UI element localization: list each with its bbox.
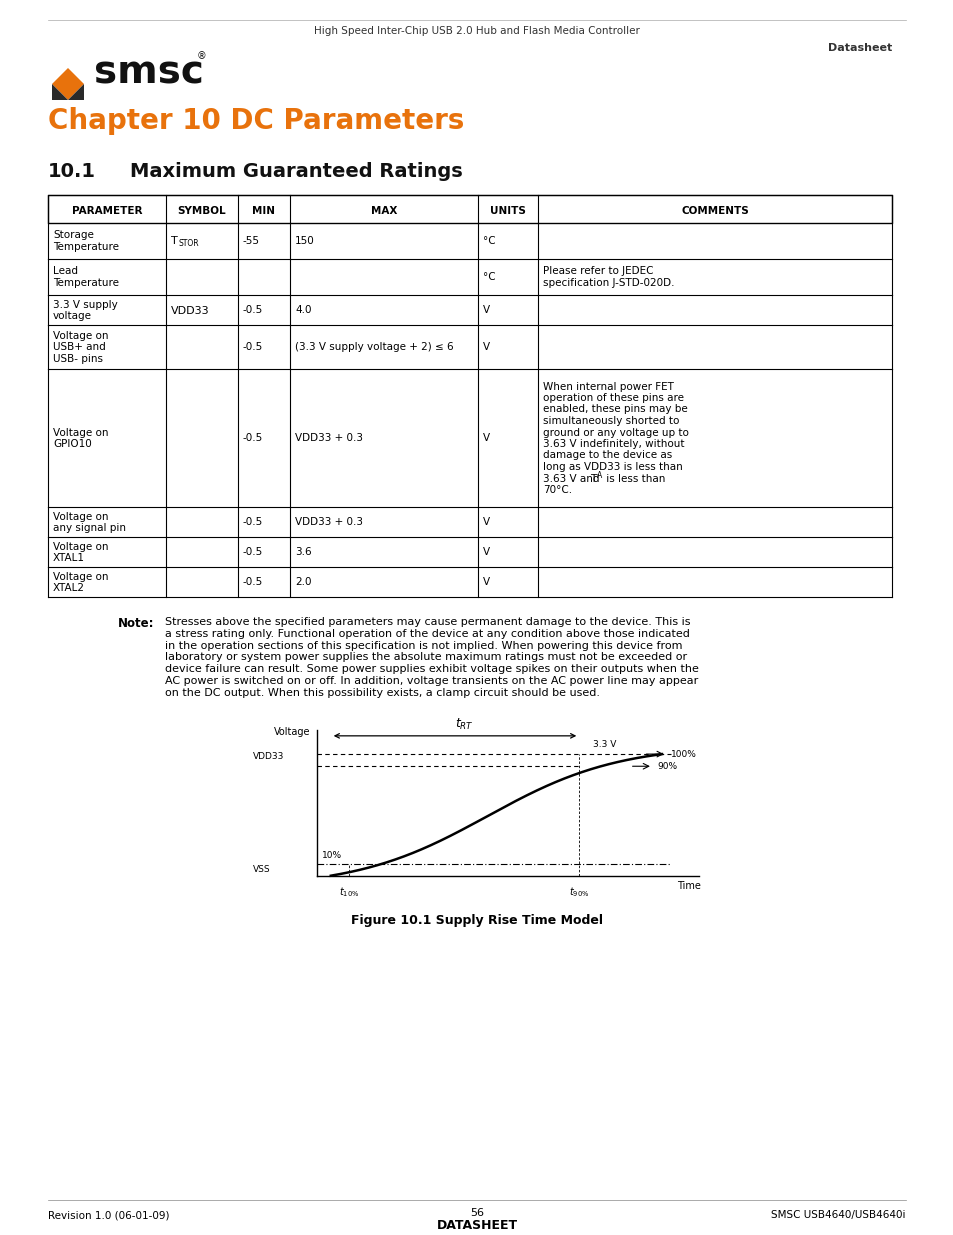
Text: USB- pins: USB- pins <box>53 353 103 364</box>
Text: 3.3 V: 3.3 V <box>593 740 616 750</box>
Text: VDD33: VDD33 <box>171 306 210 316</box>
Text: smsc: smsc <box>94 53 204 91</box>
Text: $t_{RT}$: $t_{RT}$ <box>455 718 473 732</box>
Text: 3.63 V and: 3.63 V and <box>542 473 602 483</box>
Text: 56: 56 <box>470 1208 483 1218</box>
Bar <box>48 195 891 224</box>
Text: Time: Time <box>677 881 700 890</box>
Text: SYMBOL: SYMBOL <box>177 206 226 216</box>
Text: laboratory or system power supplies the absolute maximum ratings must not be exc: laboratory or system power supplies the … <box>165 652 686 662</box>
Text: 4.0: 4.0 <box>294 305 312 315</box>
Text: Storage: Storage <box>53 231 93 241</box>
Text: V: V <box>482 305 490 315</box>
Text: Figure 10.1 Supply Rise Time Model: Figure 10.1 Supply Rise Time Model <box>351 914 602 926</box>
Text: VDD33: VDD33 <box>253 752 284 761</box>
Text: PARAMETER: PARAMETER <box>71 206 142 216</box>
Text: T: T <box>589 473 596 483</box>
Text: GPIO10: GPIO10 <box>53 438 91 450</box>
Text: long as VDD33 is less than: long as VDD33 is less than <box>542 462 682 472</box>
Text: on the DC output. When this possibility exists, a clamp circuit should be used.: on the DC output. When this possibility … <box>165 688 599 698</box>
Text: Voltage: Voltage <box>274 727 310 737</box>
Text: When internal power FET: When internal power FET <box>542 382 673 391</box>
Text: Chapter 10 DC Parameters: Chapter 10 DC Parameters <box>48 107 464 135</box>
Text: VDD33 + 0.3: VDD33 + 0.3 <box>294 517 363 527</box>
Text: Temperature: Temperature <box>53 242 119 252</box>
Text: in the operation sections of this specification is not implied. When powering th: in the operation sections of this specif… <box>165 641 681 651</box>
Text: -0.5: -0.5 <box>243 305 263 315</box>
Text: device failure can result. Some power supplies exhibit voltage spikes on their o: device failure can result. Some power su… <box>165 664 699 674</box>
Text: -0.5: -0.5 <box>243 342 263 352</box>
Text: V: V <box>482 433 490 443</box>
Text: -0.5: -0.5 <box>243 517 263 527</box>
Text: V: V <box>482 342 490 352</box>
Text: 3.63 V indefinitely, without: 3.63 V indefinitely, without <box>542 438 684 450</box>
Text: simultaneously shorted to: simultaneously shorted to <box>542 416 679 426</box>
Polygon shape <box>52 84 68 100</box>
Text: Voltage on: Voltage on <box>53 541 109 552</box>
Text: Voltage on: Voltage on <box>53 572 109 582</box>
Text: Voltage on: Voltage on <box>53 511 109 521</box>
Text: voltage: voltage <box>53 311 91 321</box>
Text: 10.1: 10.1 <box>48 162 96 182</box>
Text: Voltage on: Voltage on <box>53 427 109 437</box>
Text: 70°C.: 70°C. <box>542 485 572 495</box>
Text: 2.0: 2.0 <box>294 577 312 588</box>
Text: T: T <box>171 236 177 246</box>
Text: $t_{90\%}$: $t_{90\%}$ <box>568 885 589 899</box>
Text: specification J-STD-020D.: specification J-STD-020D. <box>542 278 674 288</box>
Text: operation of these pins are: operation of these pins are <box>542 393 683 403</box>
Text: Stresses above the specified parameters may cause permanent damage to the device: Stresses above the specified parameters … <box>165 618 690 627</box>
Text: a stress rating only. Functional operation of the device at any condition above : a stress rating only. Functional operati… <box>165 629 689 638</box>
Text: °C: °C <box>482 272 496 283</box>
Text: MAX: MAX <box>371 206 396 216</box>
Text: USB+ and: USB+ and <box>53 342 106 352</box>
Text: 3.3 V supply: 3.3 V supply <box>53 300 117 310</box>
Text: -0.5: -0.5 <box>243 547 263 557</box>
Text: 150: 150 <box>294 236 314 246</box>
Text: SMSC USB4640/USB4640i: SMSC USB4640/USB4640i <box>771 1210 905 1220</box>
Text: STOR: STOR <box>179 238 199 247</box>
Text: V: V <box>482 517 490 527</box>
Text: COMMENTS: COMMENTS <box>680 206 748 216</box>
Text: Note:: Note: <box>118 618 154 630</box>
Text: Please refer to JEDEC: Please refer to JEDEC <box>542 267 653 277</box>
Text: -0.5: -0.5 <box>243 433 263 443</box>
Text: High Speed Inter-Chip USB 2.0 Hub and Flash Media Controller: High Speed Inter-Chip USB 2.0 Hub and Fl… <box>314 26 639 36</box>
Text: VDD33 + 0.3: VDD33 + 0.3 <box>294 433 363 443</box>
Text: V: V <box>482 547 490 557</box>
Text: Voltage on: Voltage on <box>53 331 109 341</box>
Polygon shape <box>68 84 84 100</box>
Text: Revision 1.0 (06-01-09): Revision 1.0 (06-01-09) <box>48 1210 170 1220</box>
Text: MIN: MIN <box>253 206 275 216</box>
Text: AC power is switched on or off. In addition, voltage transients on the AC power : AC power is switched on or off. In addit… <box>165 676 698 685</box>
Text: XTAL1: XTAL1 <box>53 553 85 563</box>
Text: $t_{10\%}$: $t_{10\%}$ <box>338 885 359 899</box>
Text: enabled, these pins may be: enabled, these pins may be <box>542 405 687 415</box>
Text: -0.5: -0.5 <box>243 577 263 588</box>
Text: 90%: 90% <box>657 762 677 771</box>
Text: Maximum Guaranteed Ratings: Maximum Guaranteed Ratings <box>130 162 462 182</box>
Text: °C: °C <box>482 236 496 246</box>
Text: -55: -55 <box>243 236 260 246</box>
Text: damage to the device as: damage to the device as <box>542 451 672 461</box>
Text: is less than: is less than <box>602 473 664 483</box>
Text: ®: ® <box>196 51 207 61</box>
Text: Datasheet: Datasheet <box>827 43 891 53</box>
Text: UNITS: UNITS <box>490 206 525 216</box>
Polygon shape <box>52 68 84 100</box>
Text: DATASHEET: DATASHEET <box>436 1219 517 1233</box>
Text: VSS: VSS <box>253 866 270 874</box>
Text: V: V <box>482 577 490 588</box>
Text: 100%: 100% <box>671 750 697 758</box>
Text: any signal pin: any signal pin <box>53 522 126 534</box>
Text: Temperature: Temperature <box>53 278 119 288</box>
Text: 3.6: 3.6 <box>294 547 312 557</box>
Text: A: A <box>597 471 601 479</box>
Text: XTAL2: XTAL2 <box>53 583 85 593</box>
Text: (3.3 V supply voltage + 2) ≤ 6: (3.3 V supply voltage + 2) ≤ 6 <box>294 342 453 352</box>
Text: Lead: Lead <box>53 267 78 277</box>
Text: 10%: 10% <box>321 851 341 860</box>
Text: ground or any voltage up to: ground or any voltage up to <box>542 427 688 437</box>
